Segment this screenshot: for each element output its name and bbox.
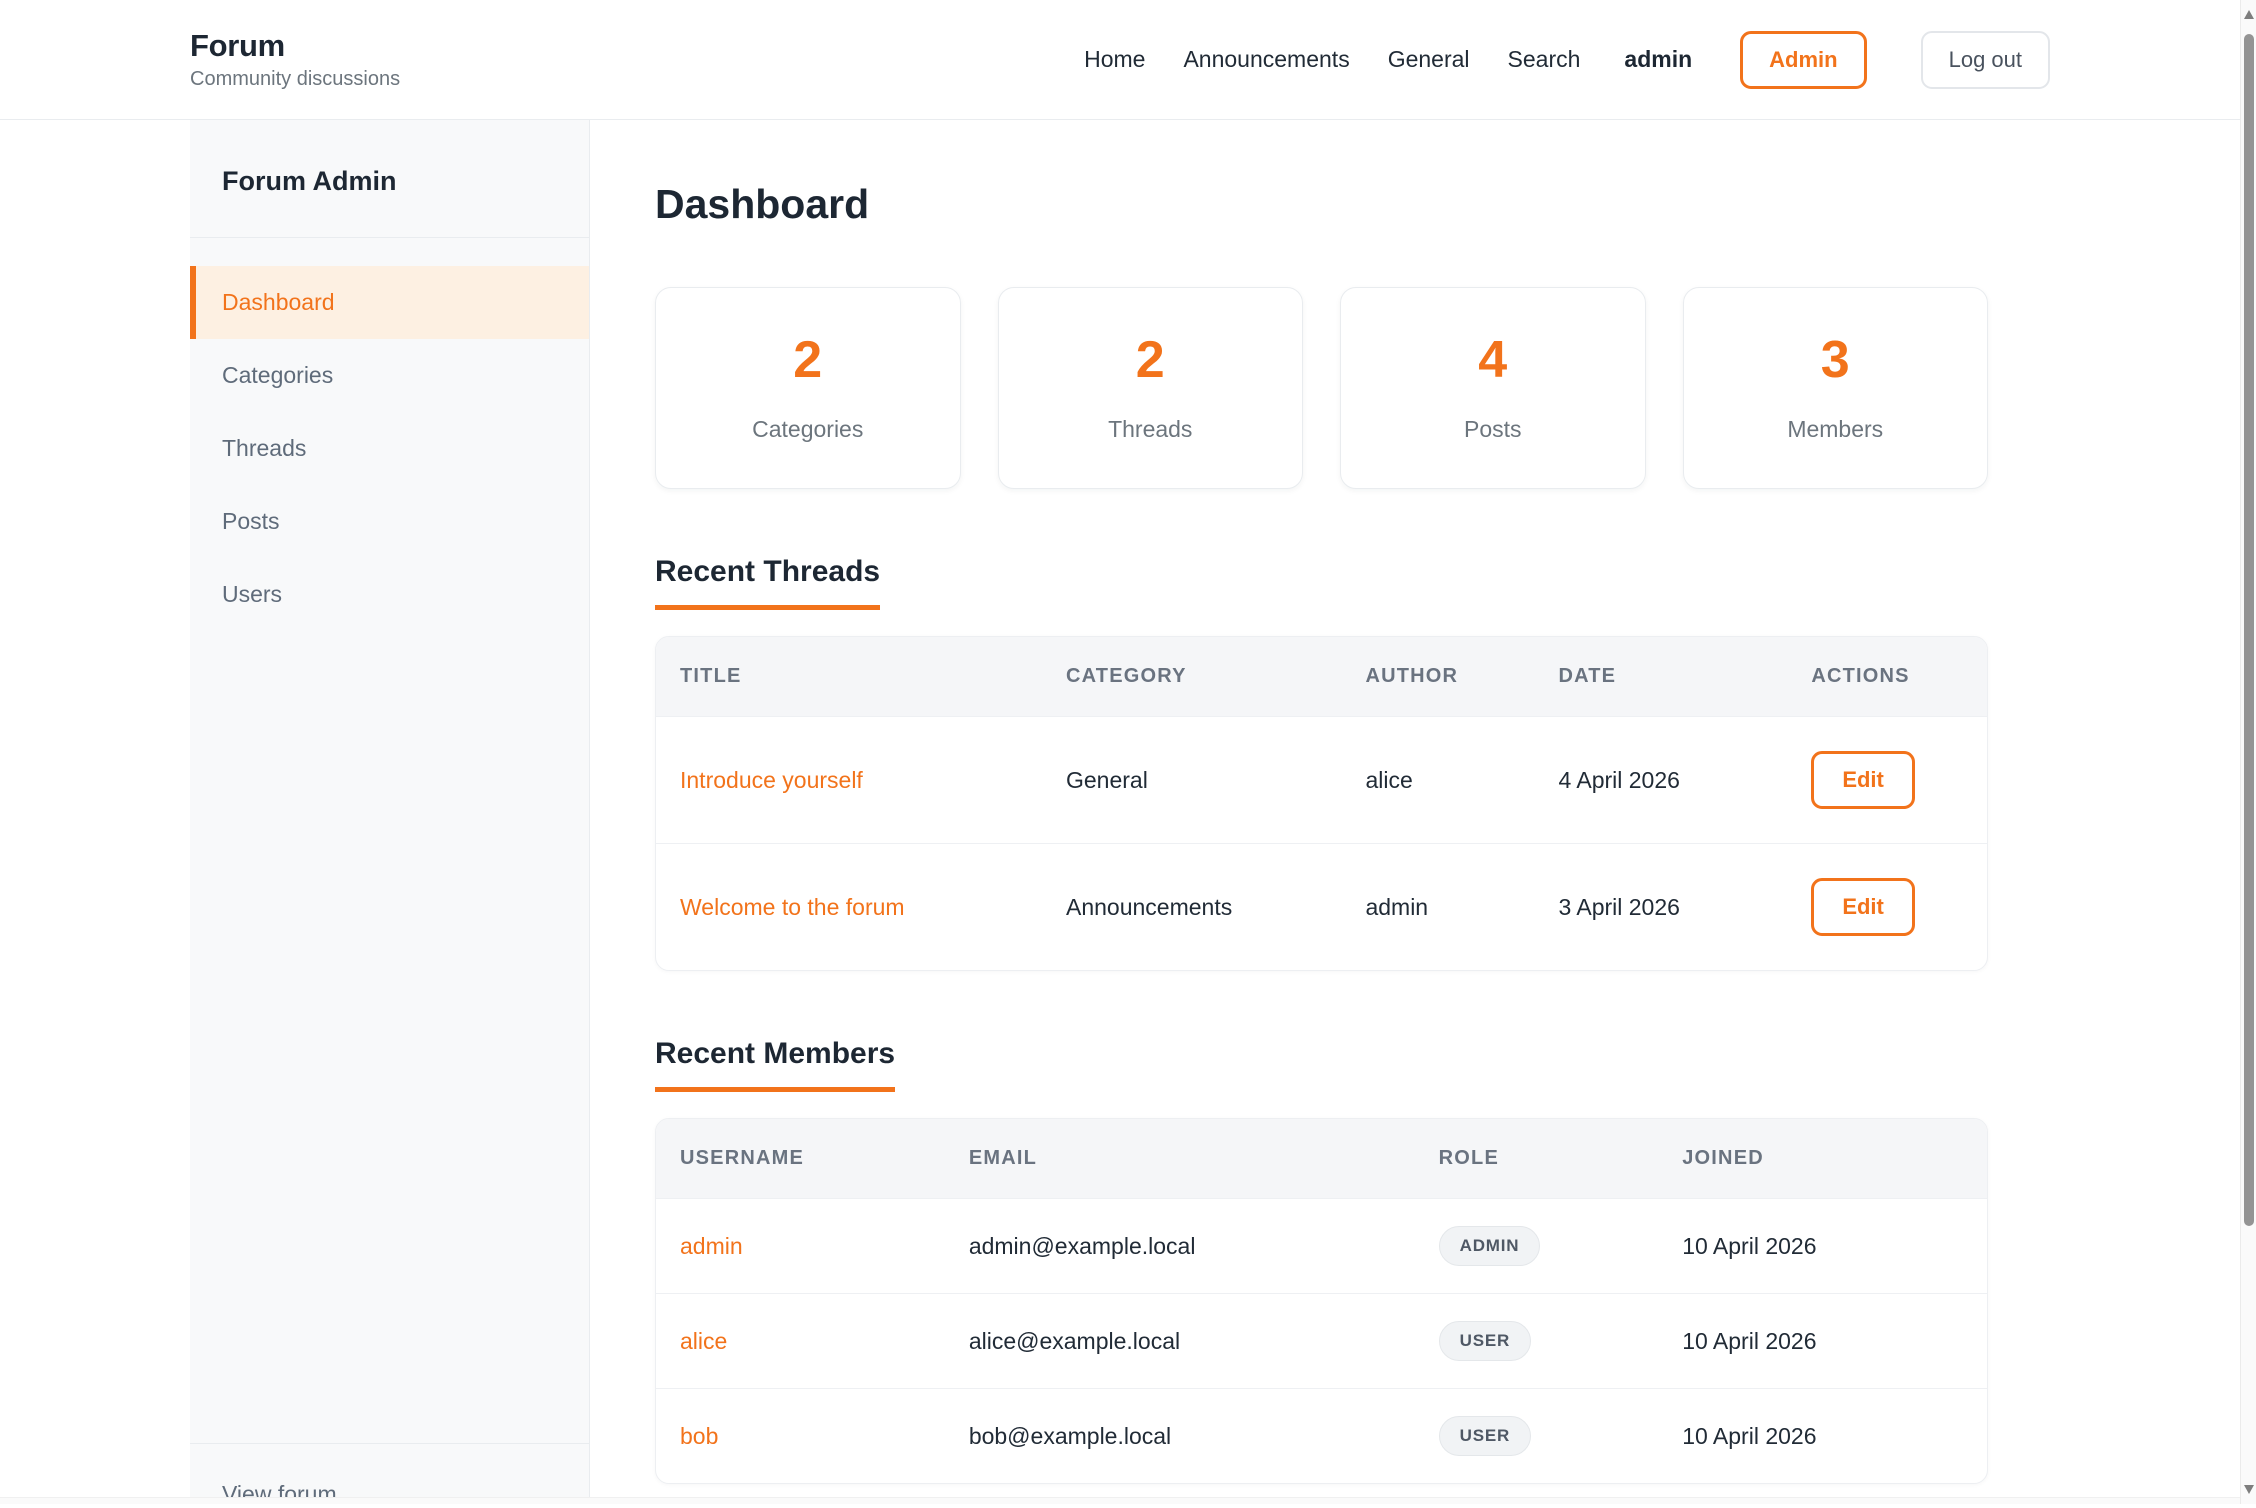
table-row: alice alice@example.local USER 10 April … [656, 1293, 1987, 1389]
page-container: Forum Admin Dashboard Categories Threads… [190, 120, 2050, 1507]
stat-card-threads: 2 Threads [997, 287, 1303, 489]
vertical-scrollbar[interactable] [2240, 0, 2256, 1504]
stat-label-categories: Categories [752, 415, 864, 442]
sidebar-item-categories[interactable]: Categories [222, 362, 334, 388]
members-header-row: USERNAME EMAIL ROLE JOINED [656, 1119, 1987, 1199]
threads-col-author: AUTHOR [1341, 637, 1535, 717]
role-badge: USER [1438, 1416, 1532, 1456]
stat-card-members: 3 Members [1682, 287, 1988, 489]
page-title: Dashboard [655, 181, 870, 227]
member-email: alice@example.local [944, 1293, 1415, 1389]
members-col-email: EMAIL [944, 1119, 1415, 1199]
recent-threads-section: Recent Threads TITLE CATEGORY AUTHOR DAT… [655, 555, 1988, 971]
scrollbar-thumb[interactable] [2244, 34, 2254, 1226]
brand: Forum Community discussions [190, 28, 400, 91]
threads-col-actions: ACTIONS [1787, 637, 1987, 717]
table-row: admin admin@example.local ADMIN 10 April… [656, 1198, 1987, 1294]
sidebar-item-users[interactable]: Users [222, 581, 283, 607]
nav-link-announcements[interactable]: Announcements [1183, 46, 1350, 72]
brand-title: Forum [190, 28, 285, 63]
admin-button[interactable]: Admin [1740, 30, 1867, 89]
members-col-joined: JOINED [1658, 1119, 1987, 1199]
table-row: Introduce yourself General alice 4 April… [656, 716, 1987, 844]
stat-value-threads: 2 [1135, 330, 1165, 389]
main-content: Dashboard 2 Categories 2 Threads 4 Posts… [590, 120, 2050, 1504]
sidebar-heading: Forum Admin [222, 166, 397, 196]
scroll-down-icon[interactable] [2244, 1485, 2254, 1494]
thread-date: 3 April 2026 [1534, 843, 1788, 970]
table-row: Welcome to the forum Announcements admin… [656, 843, 1987, 970]
role-badge: ADMIN [1438, 1226, 1541, 1266]
horizontal-scrollbar-track [0, 1497, 2240, 1504]
thread-title-link[interactable]: Welcome to the forum [680, 893, 905, 920]
brand-subtitle: Community discussions [190, 68, 401, 90]
member-email: bob@example.local [944, 1388, 1415, 1483]
sidebar-footer: View forum [190, 1443, 589, 1507]
thread-category: General [1041, 716, 1342, 844]
threads-col-date: DATE [1534, 637, 1788, 717]
member-joined: 10 April 2026 [1658, 1198, 1987, 1294]
members-col-username: USERNAME [656, 1119, 945, 1199]
member-joined: 10 April 2026 [1658, 1388, 1987, 1483]
sidebar-item-dashboard[interactable]: Dashboard [190, 266, 589, 339]
recent-members-table-card: USERNAME EMAIL ROLE JOINED admin admin@e… [655, 1118, 1988, 1484]
stats-row: 2 Categories 2 Threads 4 Posts 3 Members [655, 287, 1988, 489]
top-header: Forum Community discussions Home Announc… [0, 0, 2240, 120]
top-header-inner: Forum Community discussions Home Announc… [190, 0, 2050, 119]
member-username-link[interactable]: bob [680, 1422, 719, 1449]
recent-members-table: USERNAME EMAIL ROLE JOINED admin admin@e… [656, 1119, 1987, 1483]
threads-col-title: TITLE [656, 637, 1042, 717]
stat-label-threads: Threads [1108, 415, 1193, 442]
recent-members-heading: Recent Members [655, 1037, 896, 1092]
edit-thread-button[interactable]: Edit [1811, 878, 1915, 936]
current-username: admin [1624, 46, 1693, 72]
threads-header-row: TITLE CATEGORY AUTHOR DATE ACTIONS [656, 637, 1987, 717]
recent-threads-table-card: TITLE CATEGORY AUTHOR DATE ACTIONS Intro… [655, 636, 1988, 971]
role-badge: USER [1438, 1321, 1532, 1361]
top-nav: Home Announcements General Search admin … [1084, 30, 2050, 89]
member-username-link[interactable]: admin [680, 1232, 743, 1259]
stat-label-posts: Posts [1463, 415, 1522, 442]
members-col-role: ROLE [1414, 1119, 1659, 1199]
admin-sidebar: Forum Admin Dashboard Categories Threads… [190, 120, 590, 1507]
thread-author: admin [1341, 843, 1535, 970]
scroll-up-icon[interactable] [2244, 10, 2254, 19]
member-email: admin@example.local [944, 1198, 1415, 1294]
stat-card-posts: 4 Posts [1340, 287, 1646, 489]
recent-members-section: Recent Members USERNAME EMAIL ROLE JOINE… [655, 1037, 1988, 1484]
nav-link-home[interactable]: Home [1084, 46, 1146, 72]
thread-date: 4 April 2026 [1534, 716, 1788, 844]
recent-threads-heading: Recent Threads [655, 555, 881, 610]
threads-col-category: CATEGORY [1041, 637, 1342, 717]
table-row: bob bob@example.local USER 10 April 2026 [656, 1388, 1987, 1483]
nav-link-search[interactable]: Search [1507, 46, 1581, 72]
sidebar-item-threads[interactable]: Threads [222, 435, 307, 461]
stat-card-categories: 2 Categories [655, 287, 961, 489]
stat-value-posts: 4 [1478, 330, 1508, 389]
stat-value-categories: 2 [793, 330, 823, 389]
stat-label-members: Members [1787, 415, 1884, 442]
thread-author: alice [1341, 716, 1535, 844]
sidebar-item-posts[interactable]: Posts [222, 508, 280, 534]
nav-link-general[interactable]: General [1387, 46, 1470, 72]
sidebar-nav: Dashboard Categories Threads Posts Users [190, 237, 589, 631]
stat-value-members: 3 [1820, 330, 1850, 389]
logout-button[interactable]: Log out [1920, 30, 2050, 89]
edit-thread-button[interactable]: Edit [1811, 751, 1915, 809]
thread-title-link[interactable]: Introduce yourself [680, 766, 863, 793]
member-username-link[interactable]: alice [680, 1327, 728, 1354]
thread-category: Announcements [1041, 843, 1342, 970]
member-joined: 10 April 2026 [1658, 1293, 1987, 1389]
recent-threads-table: TITLE CATEGORY AUTHOR DATE ACTIONS Intro… [656, 637, 1987, 970]
